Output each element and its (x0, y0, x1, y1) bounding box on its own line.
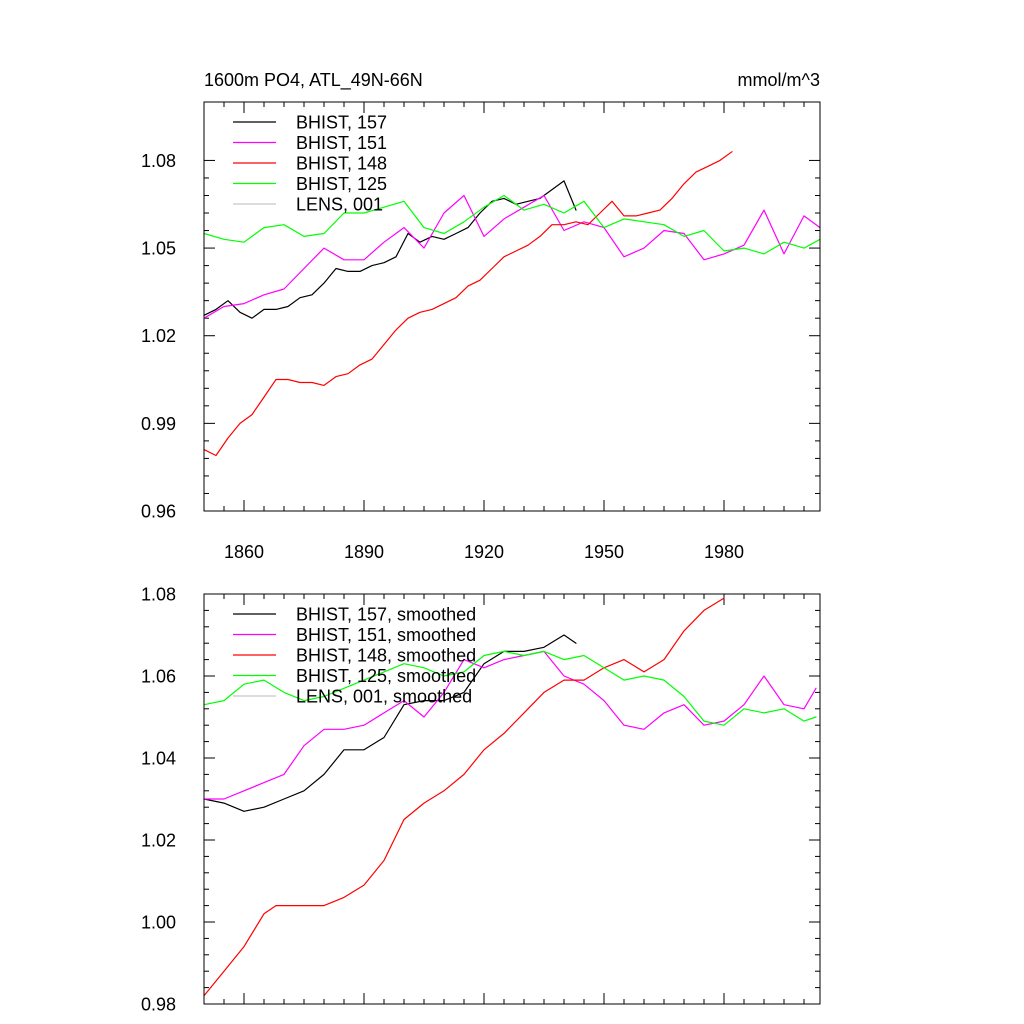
series-line-0 (203, 634, 577, 812)
bottom-panel-frame (203, 593, 821, 1005)
x-tick-label: 1860 (224, 542, 264, 562)
y-tick-label: 1.00 (141, 913, 176, 933)
series-line-2 (203, 151, 733, 457)
legend-label: BHIST, 125, smoothed (296, 666, 476, 686)
legend-label: BHIST, 151, smoothed (296, 625, 476, 645)
x-tick-label: 1920 (464, 542, 504, 562)
legend-label: LENS, 001, smoothed (296, 687, 472, 707)
x-tick-label: 1980 (704, 542, 744, 562)
y-tick-label: 1.08 (141, 585, 176, 605)
top-panel-title: 1600m PO4, ATL_49N-66N (204, 70, 423, 91)
y-tick-label: 1.06 (141, 667, 176, 687)
y-tick-label: 1.08 (141, 151, 176, 171)
series-line-3 (203, 194, 821, 255)
series-line-3 (203, 650, 817, 726)
y-tick-label: 1.04 (141, 749, 176, 769)
legend-label: BHIST, 125 (296, 174, 387, 194)
legend-label: BHIST, 148, smoothed (296, 646, 476, 666)
bottom-panel-ticks: 0.98 1.00 1.02 1.04 1.06 1.08 (141, 585, 820, 1015)
bottom-panel: 0.98 1.00 1.02 1.04 1.06 1.08 BHIST, 157, smo… (141, 585, 821, 1015)
y-tick-label: 0.98 (141, 995, 176, 1015)
y-tick-label: 0.99 (141, 414, 176, 434)
y-tick-label: 1.05 (141, 239, 176, 259)
y-tick-label: 0.96 (141, 502, 176, 522)
legend-label: BHIST, 151 (296, 133, 387, 153)
y-tick-label: 1.02 (141, 326, 176, 346)
bottom-panel-series (203, 597, 817, 997)
top-panel-ticks: 0.96 0.99 1.02 1.05 1.08 1860 1890 1920 1950 1980 (141, 102, 820, 562)
legend-label: BHIST, 157, smoothed (296, 605, 476, 625)
series-line-1 (203, 650, 817, 800)
top-panel-units: mmol/m^3 (738, 70, 820, 90)
top-panel-series (203, 151, 821, 457)
legend-label: BHIST, 148 (296, 154, 387, 174)
legend-label: LENS, 001 (296, 195, 383, 215)
top-panel: 1600m PO4, ATL_49N-66N mmol/m^3 0.96 0.99… (141, 70, 821, 562)
x-tick-label: 1950 (584, 542, 624, 562)
x-tick-label: 1890 (344, 542, 384, 562)
legend-label: BHIST, 157 (296, 113, 387, 133)
top-panel-frame (203, 101, 821, 512)
series-line-1 (203, 194, 821, 319)
series-line-2 (203, 597, 725, 997)
y-tick-label: 1.02 (141, 831, 176, 851)
